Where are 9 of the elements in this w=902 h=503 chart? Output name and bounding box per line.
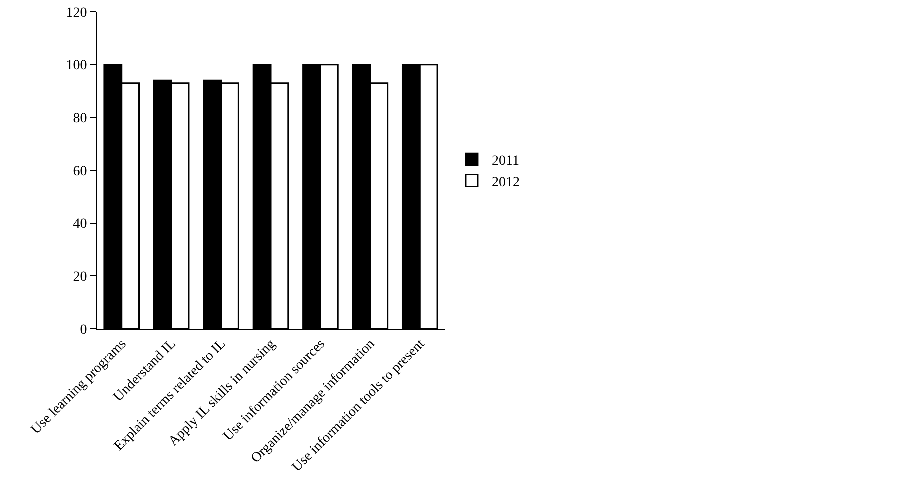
y-tick-label: 80 bbox=[73, 112, 88, 127]
y-tick-label: 20 bbox=[73, 270, 88, 286]
y-tick-label: 40 bbox=[73, 217, 88, 232]
legend-label: 2011 bbox=[492, 154, 520, 170]
y-tick-label: 60 bbox=[73, 164, 88, 180]
y-tick-label: 120 bbox=[66, 6, 88, 21]
y-tick-label: 0 bbox=[80, 322, 88, 338]
legend-label: 2012 bbox=[492, 175, 520, 190]
y-tick-label: 100 bbox=[66, 58, 88, 74]
